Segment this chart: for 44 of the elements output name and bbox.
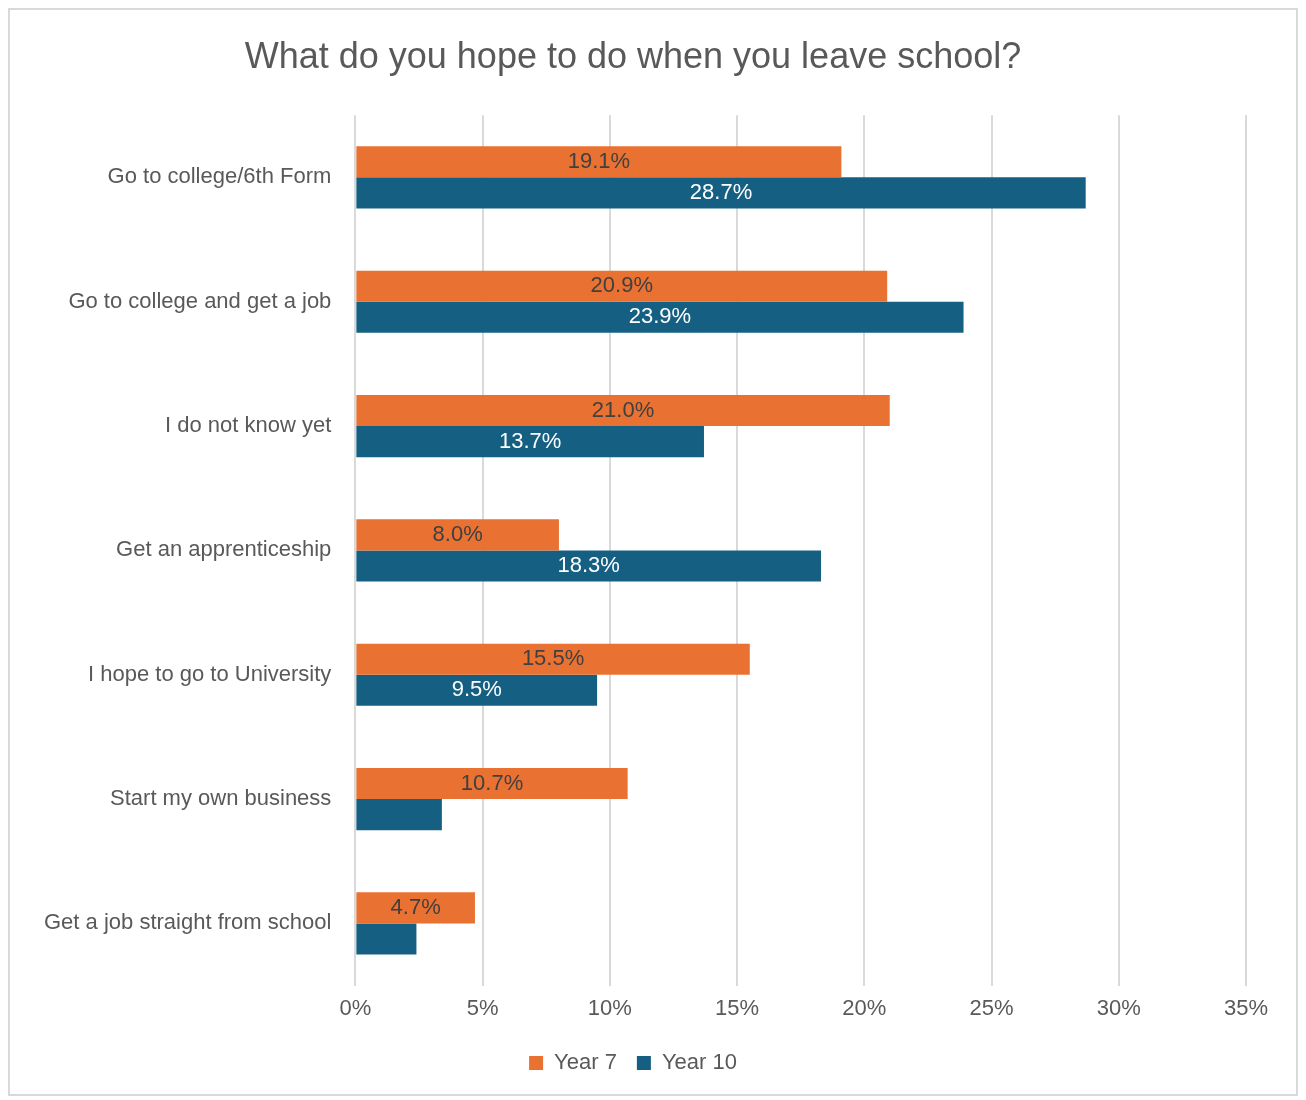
bar bbox=[356, 426, 704, 458]
data-label: 15.5% bbox=[521, 645, 585, 671]
bar bbox=[356, 768, 628, 800]
bar bbox=[356, 519, 559, 551]
y-tick-label: Go to college/6th Form bbox=[107, 163, 332, 189]
data-label: 4.7% bbox=[390, 893, 441, 919]
x-tick-label: 35% bbox=[1223, 994, 1269, 1020]
x-tick-label: 0% bbox=[339, 994, 372, 1020]
bar bbox=[356, 892, 475, 924]
bar bbox=[356, 394, 890, 427]
y-tick-label: I do not know yet bbox=[165, 412, 332, 438]
data-label: 13.7% bbox=[498, 427, 562, 453]
bar bbox=[356, 146, 842, 178]
y-tick-label: Go to college and get a job bbox=[68, 287, 332, 313]
y-tick-label: Get an apprenticeship bbox=[116, 536, 332, 562]
data-label: 20.9% bbox=[590, 272, 653, 298]
legend-label: Year 10 bbox=[661, 1049, 737, 1075]
data-label: 10.7% bbox=[460, 769, 524, 795]
data-label: 18.3% bbox=[557, 552, 620, 578]
data-label: 8.0% bbox=[432, 520, 483, 546]
y-tick-label: Start my own business bbox=[110, 785, 332, 811]
bar bbox=[356, 674, 598, 706]
x-tick-label: 10% bbox=[587, 994, 632, 1020]
x-tick-label: 25% bbox=[969, 994, 1014, 1020]
x-tick-label: 5% bbox=[466, 994, 499, 1020]
x-tick-label: 30% bbox=[1096, 994, 1141, 1020]
x-tick-label: 15% bbox=[715, 994, 760, 1020]
data-label: 9.5% bbox=[451, 676, 502, 702]
data-label: 21.0% bbox=[591, 396, 655, 422]
bar bbox=[356, 301, 964, 333]
y-tick-label: Get a job straight from school bbox=[43, 909, 332, 935]
x-tick-label: 20% bbox=[842, 994, 887, 1020]
bar bbox=[356, 270, 888, 302]
chart-title: What do you hope to do when you leave school? bbox=[244, 34, 1022, 76]
bar bbox=[356, 177, 1086, 209]
data-label: 23.9% bbox=[628, 303, 692, 329]
data-label: 28.7% bbox=[689, 178, 753, 204]
legend-label: Year 7 bbox=[554, 1049, 617, 1075]
data-label: 19.1% bbox=[567, 147, 631, 173]
bar bbox=[356, 923, 417, 955]
bar bbox=[356, 550, 822, 582]
bar bbox=[356, 799, 442, 831]
bar bbox=[356, 643, 750, 675]
y-tick-label: I hope to go to University bbox=[87, 660, 332, 686]
